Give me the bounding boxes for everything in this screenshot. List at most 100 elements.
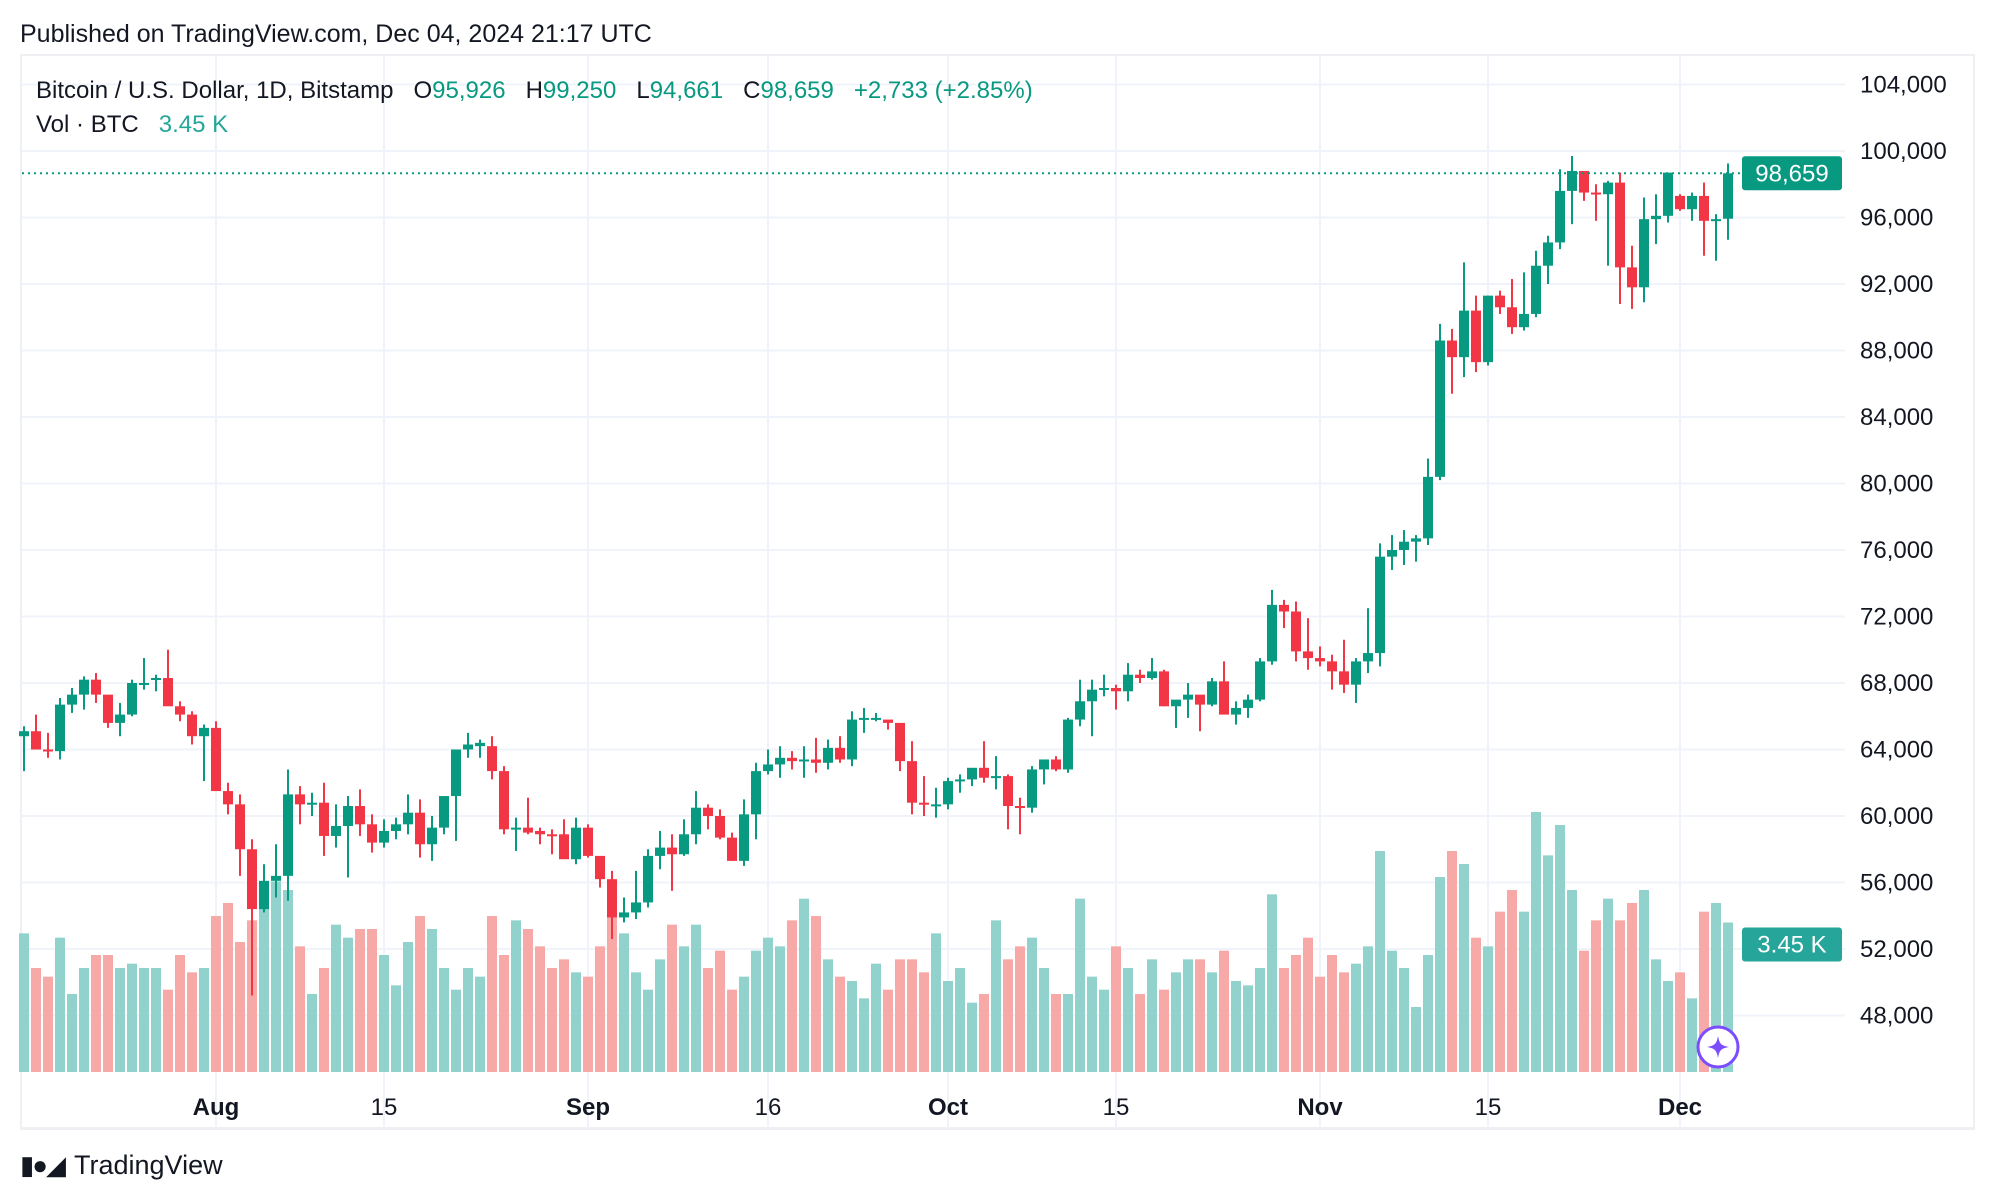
- candle[interactable]: [1555, 169, 1565, 250]
- candle[interactable]: [1591, 184, 1601, 221]
- candle[interactable]: [703, 804, 713, 830]
- candle[interactable]: [91, 673, 101, 703]
- candle[interactable]: [1543, 235, 1553, 284]
- candle[interactable]: [1483, 295, 1493, 366]
- candle[interactable]: [367, 814, 377, 853]
- candle[interactable]: [1375, 543, 1385, 667]
- candle[interactable]: [1603, 180, 1613, 266]
- candle[interactable]: [907, 741, 917, 815]
- candle[interactable]: [235, 794, 245, 876]
- candle[interactable]: [787, 751, 797, 770]
- candle[interactable]: [463, 732, 473, 758]
- candle[interactable]: [439, 796, 449, 835]
- candle[interactable]: [271, 844, 281, 898]
- candle[interactable]: [691, 791, 701, 845]
- candle[interactable]: [751, 762, 761, 840]
- candle[interactable]: [1423, 458, 1433, 546]
- candle[interactable]: [1387, 535, 1397, 570]
- candle[interactable]: [43, 732, 53, 758]
- candle[interactable]: [1531, 250, 1541, 318]
- candle[interactable]: [175, 701, 185, 722]
- candle[interactable]: [1267, 589, 1277, 665]
- candle[interactable]: [979, 741, 989, 783]
- candle[interactable]: [331, 804, 341, 848]
- candle[interactable]: [199, 724, 209, 782]
- candle[interactable]: [511, 817, 521, 851]
- candle[interactable]: [451, 749, 461, 841]
- candle[interactable]: [403, 794, 413, 835]
- candle[interactable]: [967, 767, 977, 787]
- candle[interactable]: [1411, 535, 1421, 562]
- candle[interactable]: [1363, 608, 1373, 674]
- candle[interactable]: [1399, 530, 1409, 565]
- candle[interactable]: [1207, 678, 1217, 707]
- candle[interactable]: [1627, 245, 1637, 309]
- candle[interactable]: [1471, 295, 1481, 373]
- candle[interactable]: [727, 832, 737, 861]
- candle[interactable]: [763, 749, 773, 775]
- candle[interactable]: [823, 739, 833, 770]
- candle[interactable]: [799, 746, 809, 778]
- candle[interactable]: [391, 817, 401, 840]
- candle[interactable]: [631, 870, 641, 920]
- candle[interactable]: [1159, 669, 1169, 707]
- candle[interactable]: [679, 819, 689, 856]
- candle[interactable]: [1051, 756, 1061, 772]
- candle[interactable]: [583, 824, 593, 858]
- candle[interactable]: [1063, 717, 1073, 773]
- candle[interactable]: [355, 789, 365, 836]
- candle[interactable]: [919, 776, 929, 816]
- candle[interactable]: [499, 766, 509, 835]
- candle[interactable]: [1459, 262, 1469, 378]
- legend-symbol[interactable]: Bitcoin / U.S. Dollar, 1D, Bitstamp: [36, 77, 394, 104]
- candle[interactable]: [1687, 192, 1697, 221]
- candle[interactable]: [295, 786, 305, 825]
- candle[interactable]: [1699, 182, 1709, 256]
- candle[interactable]: [1279, 599, 1289, 629]
- candle[interactable]: [1639, 197, 1649, 303]
- candle[interactable]: [187, 711, 197, 745]
- tradingview-brand[interactable]: ▮●◢ TradingView: [20, 1150, 223, 1181]
- candle[interactable]: [1003, 774, 1013, 830]
- candle[interactable]: [1519, 272, 1529, 331]
- candle[interactable]: [607, 870, 617, 940]
- candle[interactable]: [559, 819, 569, 860]
- candle[interactable]: [79, 676, 89, 710]
- candle[interactable]: [1171, 699, 1181, 728]
- candle[interactable]: [1075, 679, 1085, 727]
- candle[interactable]: [643, 849, 653, 908]
- candle[interactable]: [1651, 194, 1661, 245]
- candle[interactable]: [859, 707, 869, 733]
- candle[interactable]: [1243, 694, 1253, 718]
- candle[interactable]: [1339, 639, 1349, 693]
- candle[interactable]: [847, 711, 857, 767]
- candle[interactable]: [1507, 279, 1517, 334]
- candle[interactable]: [319, 782, 329, 856]
- candle[interactable]: [415, 799, 425, 858]
- candle[interactable]: [223, 782, 233, 815]
- candle[interactable]: [535, 827, 545, 845]
- candle[interactable]: [1255, 658, 1265, 702]
- candle[interactable]: [715, 809, 725, 840]
- candle[interactable]: [115, 702, 125, 737]
- candle[interactable]: [379, 819, 389, 848]
- candle[interactable]: [1327, 654, 1337, 690]
- candle[interactable]: [247, 839, 257, 996]
- candle[interactable]: [667, 834, 677, 891]
- candle[interactable]: [139, 658, 149, 690]
- candle[interactable]: [991, 756, 1001, 790]
- candle[interactable]: [1147, 658, 1157, 680]
- candle[interactable]: [931, 787, 941, 818]
- candle[interactable]: [1675, 194, 1685, 211]
- candle[interactable]: [31, 714, 41, 750]
- candle[interactable]: [1039, 759, 1049, 785]
- candle[interactable]: [1183, 683, 1193, 718]
- candle[interactable]: [67, 687, 77, 713]
- candle[interactable]: [1435, 323, 1445, 481]
- candle[interactable]: [895, 722, 905, 772]
- candle[interactable]: [775, 746, 785, 778]
- candle[interactable]: [1351, 658, 1361, 703]
- candle[interactable]: [619, 897, 629, 923]
- candle[interactable]: [571, 817, 581, 865]
- candle[interactable]: [1447, 328, 1457, 394]
